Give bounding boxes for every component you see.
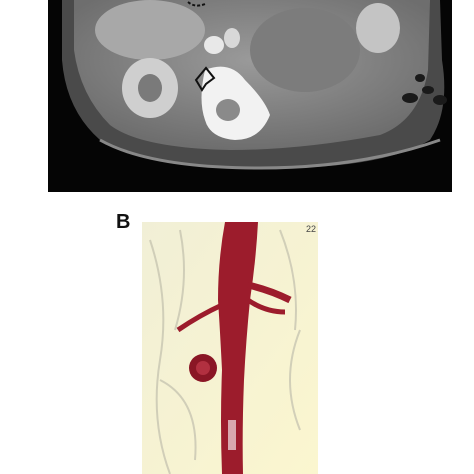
ct-panel xyxy=(48,0,452,192)
corner-text: 22 xyxy=(306,224,316,234)
panel-label: B xyxy=(116,211,130,233)
vessel-panel: 22 xyxy=(142,222,318,474)
